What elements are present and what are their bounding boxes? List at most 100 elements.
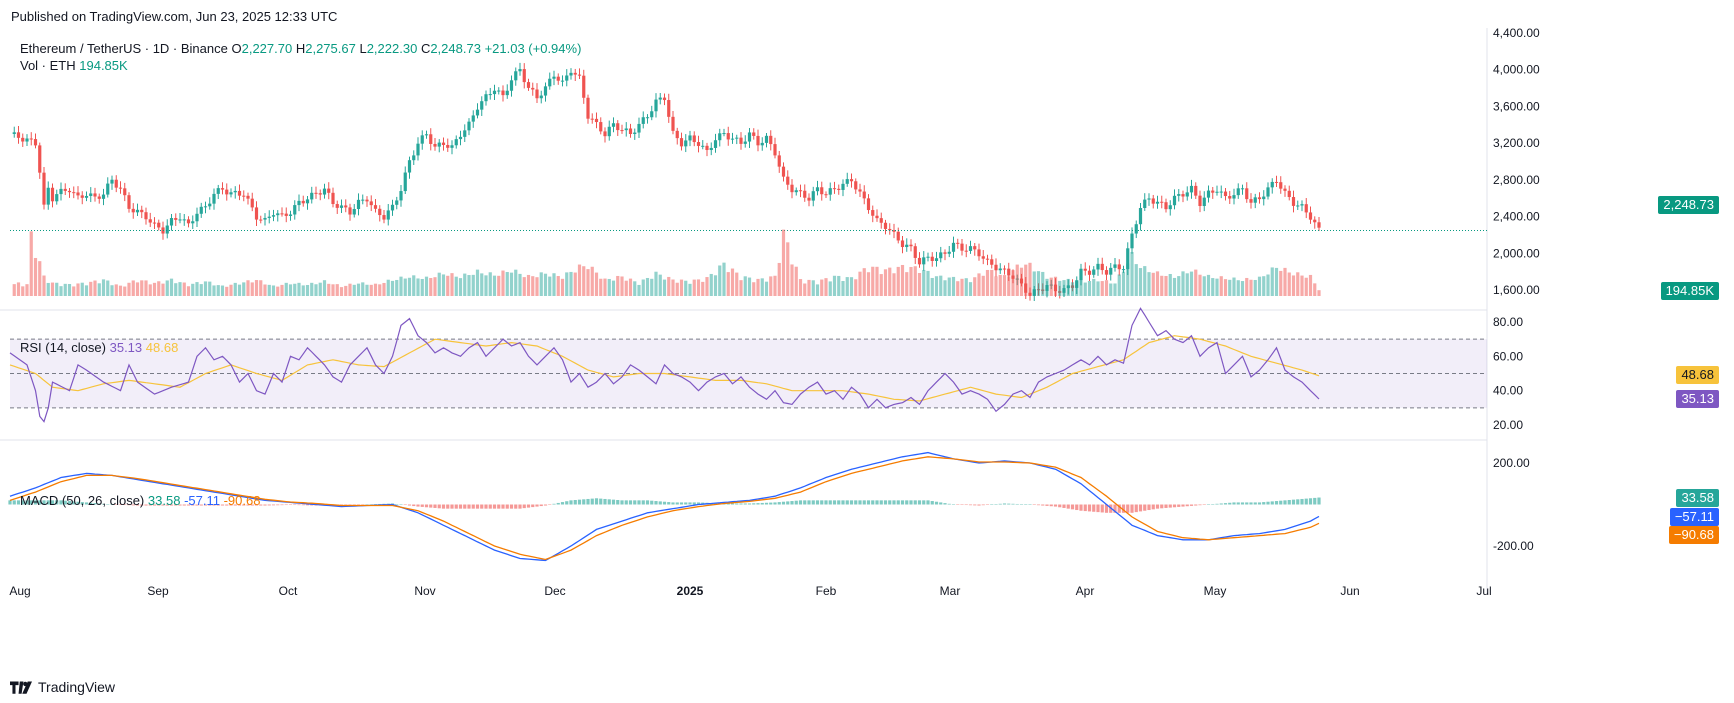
candle-body [790, 184, 794, 193]
macd-histogram-bar [63, 500, 67, 505]
candle-body [1283, 188, 1287, 191]
symbol-legend[interactable]: Ethereum / TetherUS · 1D · Binance O2,22… [20, 41, 581, 56]
volume-bar [488, 272, 492, 296]
candle-body [671, 116, 675, 131]
macd-histogram-bar [106, 504, 110, 505]
candle-body [747, 132, 752, 142]
candle-body [722, 133, 726, 135]
macd-histogram-bar [939, 502, 943, 505]
macd-histogram-bar [1041, 504, 1045, 506]
macd-histogram-bar [930, 501, 934, 505]
candle-body [977, 249, 981, 257]
volume-bar [348, 283, 352, 296]
volume-bar [467, 275, 471, 296]
macd-histogram-bar [760, 502, 764, 505]
candle-body [709, 147, 713, 151]
volume-legend[interactable]: Vol · ETH 194.85K [20, 58, 128, 73]
macd-histogram-bar [658, 501, 662, 505]
macd-histogram-bar [484, 504, 488, 509]
time-axis-label: 2025 [677, 584, 704, 598]
candle-body [934, 258, 939, 261]
symbol-title[interactable]: Ethereum / TetherUS · 1D · Binance [20, 41, 228, 56]
macd-histogram-bar [956, 504, 960, 505]
candle-body [1296, 205, 1300, 207]
macd-histogram-bar [832, 500, 837, 505]
volume-bar [862, 268, 866, 296]
candle-body [531, 87, 535, 90]
volume-bar [25, 284, 29, 296]
price-axis-label: 2,400.00 [1493, 210, 1540, 224]
volume-bar [832, 275, 837, 296]
volume-bar [934, 276, 939, 296]
candle-body [1104, 270, 1109, 275]
volume-bar [433, 277, 437, 296]
macd-histogram-bar [246, 504, 250, 506]
volume-bar [594, 272, 599, 296]
rsi-label: RSI (14, close) [20, 340, 106, 355]
low-value: 2,222.30 [366, 41, 418, 56]
macd-histogram-bar [603, 498, 607, 505]
volume-bar [1007, 276, 1011, 296]
candle-body [905, 244, 909, 248]
volume-bar [1202, 276, 1206, 296]
candle-body [781, 166, 786, 177]
candle-body [1096, 263, 1100, 270]
volume-bar [233, 282, 237, 296]
macd-histogram-bar [1036, 504, 1041, 506]
candle-body [849, 179, 854, 182]
footer[interactable]: TradingView [10, 679, 115, 695]
volume-bar [1045, 278, 1049, 296]
macd-histogram-bar [267, 504, 271, 506]
volume-bar [1189, 271, 1194, 296]
macd-histogram-bar [1079, 504, 1083, 511]
chart-svg[interactable]: 4,400.00 4,000.00 3,600.00 3,200.00 2,800.00… [0, 28, 1734, 673]
volume-bar [730, 268, 735, 296]
candle-body [586, 97, 590, 119]
candle-body [38, 145, 42, 173]
chart-frame[interactable]: 4,400.00 4,000.00 3,600.00 3,200.00 2,800.00… [0, 28, 1734, 673]
macd-legend[interactable]: MACD (50, 26, close) 33.58 -57.11 -90.68 [20, 493, 260, 508]
candle-body [730, 138, 735, 140]
macd-histogram-bar [420, 504, 424, 507]
candle-body [985, 258, 990, 260]
volume-bar [896, 266, 900, 296]
macd-histogram-bar [586, 498, 590, 505]
volume-bar [900, 264, 905, 296]
candle-body [828, 188, 832, 195]
macd-histogram-bar [726, 503, 730, 505]
volume-bar [458, 278, 463, 296]
candle-body [237, 190, 242, 196]
candle-body [798, 190, 803, 192]
macd-histogram-bar [1245, 502, 1249, 505]
macd-histogram-bar [110, 504, 114, 505]
macd-histogram-bar [888, 500, 892, 505]
volume-bar [849, 277, 854, 296]
footer-brand[interactable]: TradingView [38, 679, 116, 695]
macd-hist-tag: 33.58 [1676, 489, 1719, 507]
candle-body [352, 209, 356, 215]
volume-bar [46, 282, 50, 296]
candle-body [135, 209, 140, 213]
candle-body [1079, 268, 1083, 281]
volume-bar [641, 279, 645, 296]
candle-body [981, 256, 985, 259]
candle-body [548, 78, 552, 87]
macd-histogram-bar [1121, 504, 1126, 513]
macd-histogram-bar [875, 500, 879, 505]
macd-histogram-bar [777, 502, 781, 505]
rsi-legend[interactable]: RSI (14, close) 35.13 48.68 [20, 340, 178, 355]
candle-body [475, 109, 480, 116]
volume-bar [854, 279, 858, 296]
volume-bar [845, 277, 849, 296]
candle-body [276, 213, 280, 216]
macd-tag: −57.11 [1669, 508, 1719, 526]
volume-bar [837, 275, 841, 296]
macd-histogram-bar [679, 502, 684, 505]
volume-bar [781, 229, 786, 296]
price-axis-label: 3,200.00 [1493, 136, 1540, 150]
macd-histogram-bar [297, 504, 301, 506]
volume-bar [501, 270, 505, 296]
candle-body [811, 191, 815, 201]
candle-body [888, 228, 892, 231]
rsi-ma-line [9, 335, 1320, 402]
